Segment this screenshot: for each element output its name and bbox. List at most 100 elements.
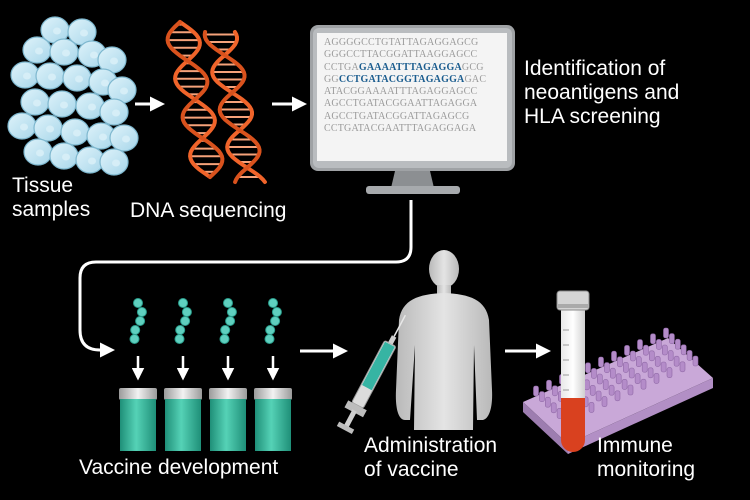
dna-strand: [165, 20, 225, 179]
cell-nucleus: [35, 47, 43, 55]
plate-well: [624, 345, 630, 356]
amino-acid-bead: [135, 316, 146, 326]
plate-well: [544, 396, 551, 408]
plate-well: [674, 338, 681, 350]
vial-body: [165, 399, 201, 451]
amino-acid-bead: [220, 325, 231, 335]
plate-well: [641, 361, 648, 373]
plate-well: [643, 344, 649, 356]
sequence-line: CCTGAGAAAATTTAGAGGAGCG: [324, 62, 507, 74]
cell-nucleus: [110, 57, 118, 65]
plate-well: [552, 385, 558, 397]
amino-acid-bead: [133, 298, 143, 308]
plate-well: [604, 362, 610, 373]
arrow-to-vaccine-development: [78, 200, 413, 358]
plate-well: [673, 355, 680, 367]
cell-nucleus: [73, 129, 81, 137]
plate-well: [661, 344, 668, 356]
cell-nucleus: [60, 101, 68, 109]
vial-body: [210, 399, 246, 451]
plate-well: [533, 385, 539, 397]
amino-acid-bead: [136, 307, 147, 317]
plate-well: [648, 350, 655, 362]
plate-well: [615, 373, 622, 385]
plate-well: [595, 390, 602, 402]
sequence-text: AGCCTGATACGGATTAGAGCG: [324, 110, 470, 122]
dna-helix-icon: [165, 20, 267, 184]
plate-well: [637, 339, 643, 350]
plate-well: [667, 350, 674, 361]
amino-acid-bead: [264, 334, 275, 344]
label-vaccine-development: Vaccine development: [79, 456, 279, 479]
sequence-line: AGCCTGATACGGATTAGAGCG: [324, 111, 507, 123]
sequence-line: CCTGATACGAATTTAGAGGAGA: [324, 123, 507, 135]
vaccine-vials-icon: [119, 388, 292, 451]
plate-well: [608, 384, 615, 396]
cell-nucleus: [112, 109, 120, 117]
tissue-cells-icon: [7, 16, 139, 176]
vial-cap: [254, 388, 292, 400]
cell-nucleus: [99, 133, 107, 141]
cell-nucleus: [62, 153, 70, 161]
plate-well: [585, 362, 591, 374]
plate-well: [653, 373, 660, 384]
vial-cap: [119, 388, 157, 400]
plate-well: [679, 361, 686, 373]
amino-acid-bead: [219, 334, 230, 344]
label-administration: Administration of vaccine: [364, 434, 498, 481]
amino-acid-bead: [268, 298, 278, 308]
plate-well: [640, 378, 647, 390]
plate-well: [627, 384, 634, 396]
plate-well: [598, 356, 604, 368]
plate-well: [546, 379, 552, 391]
plate-well: [550, 402, 557, 414]
plate-well: [614, 390, 621, 402]
plate-well: [622, 362, 629, 373]
human-silhouette-icon: [395, 250, 493, 430]
plate-well: [609, 367, 616, 379]
plate-well: [692, 355, 699, 367]
plate-well: [654, 356, 661, 367]
cell-nucleus: [122, 135, 130, 143]
label-identification: Identification of neoantigens and HLA sc…: [524, 57, 680, 128]
plate-well: [539, 391, 545, 402]
cell-nucleus: [112, 159, 120, 167]
cell-nucleus: [20, 123, 28, 131]
amino-acid-bead: [270, 316, 281, 326]
cell-nucleus: [101, 79, 109, 87]
sequence-text: GAC: [464, 73, 487, 85]
sequence-line: GGGCCTTACGGATTAAGGAGCC: [324, 49, 507, 61]
plate-well: [591, 368, 597, 379]
cell-nucleus: [90, 51, 98, 59]
plate-well: [656, 339, 662, 350]
sequence-line: AGCCTGATACGGAATTAGAGGA: [324, 98, 507, 110]
cell-nucleus: [75, 75, 83, 83]
cell-nucleus: [80, 29, 88, 37]
vial-body: [120, 399, 156, 451]
plate-well: [647, 367, 654, 379]
cell-nucleus: [48, 73, 56, 81]
plate-well: [617, 356, 623, 368]
amino-acid-bead: [226, 307, 237, 317]
plate-well: [666, 367, 673, 378]
cell-nucleus: [120, 87, 128, 95]
plate-well: [596, 373, 603, 385]
sequence-line: GGCCTGATACGGTAGAGGAGAC: [324, 74, 507, 86]
cell-nucleus: [46, 125, 54, 133]
amino-acid-bead: [130, 325, 141, 335]
plate-well: [669, 333, 675, 344]
cell-nucleus: [33, 99, 41, 107]
plate-well: [589, 385, 596, 396]
amino-acid-bead: [180, 316, 191, 326]
amino-acid-bead: [225, 316, 236, 326]
plate-well: [628, 367, 635, 379]
plate-well: [588, 402, 595, 413]
amino-acid-bead: [178, 298, 188, 308]
highlighted-sequence: GAAAATTTAGAGGA: [358, 61, 462, 73]
cell-nucleus: [62, 49, 70, 57]
plate-well: [663, 327, 669, 339]
vial-body: [255, 399, 291, 451]
sequence-text: CCTGATACGAATTTAGAGGAGA: [324, 123, 477, 135]
sequence-line: AGGGGCCTGTATTAGAGGAGCG: [324, 37, 507, 49]
